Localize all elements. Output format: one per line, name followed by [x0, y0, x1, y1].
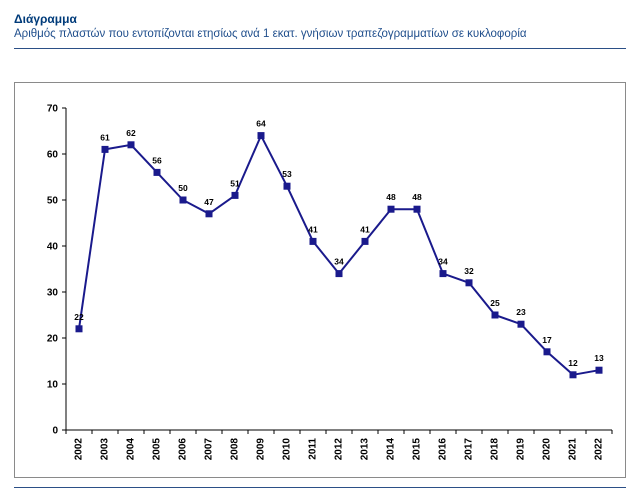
x-tick-label: 2007: [204, 438, 215, 461]
data-point: [179, 196, 187, 204]
y-tick-label: 20: [47, 334, 59, 345]
data-point: [465, 279, 473, 287]
y-axis-ticks: 0 10 20 30 40 50 60 70: [47, 104, 66, 437]
x-tick-label: 2008: [230, 438, 241, 461]
x-tick-label: 2018: [490, 438, 501, 461]
data-label: 64: [256, 119, 266, 129]
x-tick-label: 2010: [282, 438, 293, 461]
x-axis-ticks: 2002 2003 2004 2005 2006 2007 2008 2009 2010 2011…: [65, 430, 613, 461]
data-label: 22: [74, 312, 84, 322]
data-label: 32: [464, 266, 474, 276]
x-tick-label: 2022: [594, 438, 605, 461]
x-tick-label: 2016: [438, 438, 449, 461]
page-subtitle: Αριθμός πλαστών που εντοπίζονται ετησίως…: [14, 28, 527, 40]
data-label: 34: [438, 257, 448, 267]
data-point: [153, 168, 161, 176]
data-point: [439, 270, 447, 278]
data-label: 48: [412, 192, 422, 202]
x-tick-label: 2002: [74, 438, 85, 461]
data-label: 50: [178, 183, 188, 193]
page-title: Διάγραμμα: [14, 12, 77, 26]
data-label: 23: [516, 307, 526, 317]
chart-heading: Διάγραμμα Αριθμός πλαστών που εντοπίζοντ…: [14, 12, 624, 41]
data-label: 13: [594, 353, 604, 363]
top-rule: [14, 48, 626, 49]
data-point: [413, 205, 421, 213]
data-label: 53: [282, 169, 292, 179]
data-labels: 22 61 62 56 50 47 51 64 53 41 34 41 48 48 34 32 25 23 17 12…: [74, 119, 604, 368]
x-tick-label: 2017: [464, 438, 475, 461]
data-point: [595, 366, 603, 374]
data-label: 48: [386, 192, 396, 202]
bottom-rule: [14, 487, 626, 488]
y-tick-label: 30: [47, 288, 59, 299]
data-point: [569, 371, 577, 379]
data-label: 12: [568, 358, 578, 368]
data-point: [387, 205, 395, 213]
data-label: 61: [100, 132, 110, 142]
data-label: 51: [230, 178, 240, 188]
data-point: [205, 210, 213, 218]
x-tick-label: 2006: [178, 438, 189, 461]
y-tick-label: 60: [47, 150, 59, 161]
data-label: 34: [334, 257, 344, 267]
data-point: [491, 311, 499, 319]
x-tick-label: 2021: [568, 438, 579, 461]
data-point: [127, 141, 135, 149]
chart-axes: [65, 108, 612, 431]
data-point: [361, 237, 369, 245]
data-point: [75, 325, 83, 333]
data-point: [231, 191, 239, 199]
data-label: 25: [490, 298, 500, 308]
x-tick-label: 2009: [256, 438, 267, 461]
x-tick-label: 2011: [308, 438, 319, 460]
x-tick-label: 2014: [386, 438, 397, 461]
data-label: 41: [360, 224, 370, 234]
data-label: 41: [308, 224, 318, 234]
data-label: 62: [126, 128, 136, 138]
x-tick-label: 2012: [334, 438, 345, 461]
data-label: 47: [204, 197, 214, 207]
data-point: [257, 132, 265, 140]
data-point: [101, 145, 109, 153]
data-point: [309, 237, 317, 245]
y-tick-label: 10: [47, 380, 59, 391]
x-tick-label: 2019: [516, 438, 527, 461]
data-point: [335, 270, 343, 278]
x-tick-label: 2003: [100, 438, 111, 461]
y-tick-label: 50: [47, 196, 59, 207]
data-label: 56: [152, 155, 162, 165]
y-tick-label: 40: [47, 242, 59, 253]
y-tick-label: 0: [52, 426, 58, 437]
data-point: [517, 320, 525, 328]
y-tick-label: 70: [47, 104, 59, 115]
x-tick-label: 2020: [542, 438, 553, 461]
x-tick-label: 2004: [126, 438, 137, 461]
data-label: 17: [542, 335, 552, 345]
x-tick-label: 2005: [152, 438, 163, 461]
x-tick-label: 2015: [412, 438, 423, 461]
data-point: [543, 348, 551, 356]
series-group: [75, 132, 603, 379]
x-tick-label: 2013: [360, 438, 371, 461]
data-point: [283, 182, 291, 190]
